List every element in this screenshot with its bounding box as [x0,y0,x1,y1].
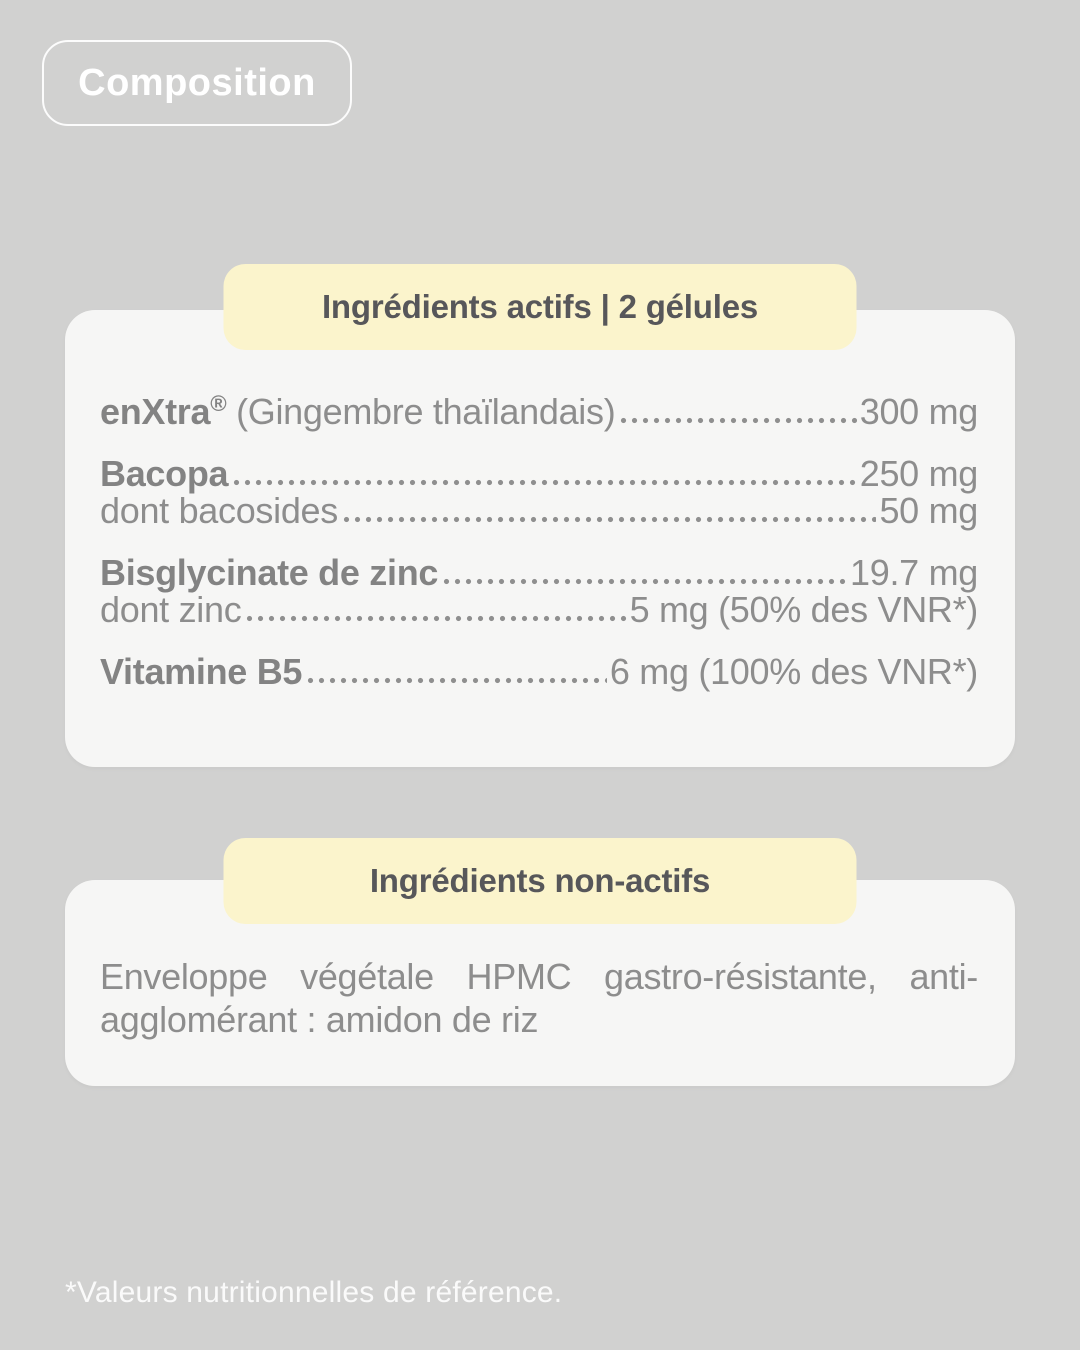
active-ingredients-list: enXtra® (Gingembre thaïlandais) 300 mg B… [100,385,978,690]
ingredient-name: Vitamine B5 [100,651,303,692]
inactive-text-line-1: Enveloppe végétale HPMC gastro-résistant… [100,956,978,997]
ingredient-amount: 250 mg [859,453,979,494]
vnr-footnote: *Valeurs nutritionnelles de référence. [65,1276,563,1309]
inactive-ingredients-text: Enveloppe végétale HPMC gastro-résistant… [100,955,978,1041]
ingredient-row-bacopa: Bacopa 250 mg [100,455,978,492]
ingredient-amount: 19.7 mg [850,552,978,593]
active-ingredients-card [65,310,1015,767]
composition-badge: Composition [42,40,352,126]
dotted-leader [244,615,627,622]
ingredient-name-detail: (Gingembre thaïlandais) [226,391,616,432]
inactive-text-line-2: agglomérant : amidon de riz [100,999,539,1040]
ingredient-subrow-bacosides: dont bacosides 50 mg [100,492,978,529]
inactive-ingredients-title: Ingrédients non-actifs [369,862,711,899]
dotted-leader [618,417,857,424]
dotted-leader [231,479,857,486]
dotted-leader [305,677,607,684]
ingredient-amount: 50 mg [879,490,978,531]
ingredient-name: enXtra [100,391,211,432]
active-ingredients-title: Ingrédients actifs | 2 gélules [321,288,759,325]
ingredient-row-zinc-bisglycinate: Bisglycinate de zinc 19.7 mg [100,554,978,591]
ingredient-name-detail: dont bacosides [100,490,338,531]
inactive-ingredients-header: Ingrédients non-actifs [223,838,857,924]
composition-badge-label: Composition [78,61,316,104]
active-ingredients-header: Ingrédients actifs | 2 gélules [223,264,857,350]
ingredient-name-detail: dont zinc [100,589,242,630]
ingredient-name: Bacopa [100,453,229,494]
ingredient-row-vitamine-b5: Vitamine B5 6 mg (100% des VNR*) [100,653,978,690]
ingredient-amount: 5 mg (50% des VNR*) [629,589,979,630]
ingredient-amount: 300 mg [859,391,979,432]
dotted-leader [340,516,877,523]
registered-mark: ® [210,391,227,416]
ingredient-amount: 6 mg (100% des VNR*) [609,651,978,692]
dotted-leader [441,578,848,585]
ingredient-row-enxtra: enXtra® (Gingembre thaïlandais) 300 mg [100,385,978,430]
ingredient-name: Bisglycinate de zinc [100,552,439,593]
ingredient-subrow-zinc: dont zinc 5 mg (50% des VNR*) [100,591,978,628]
